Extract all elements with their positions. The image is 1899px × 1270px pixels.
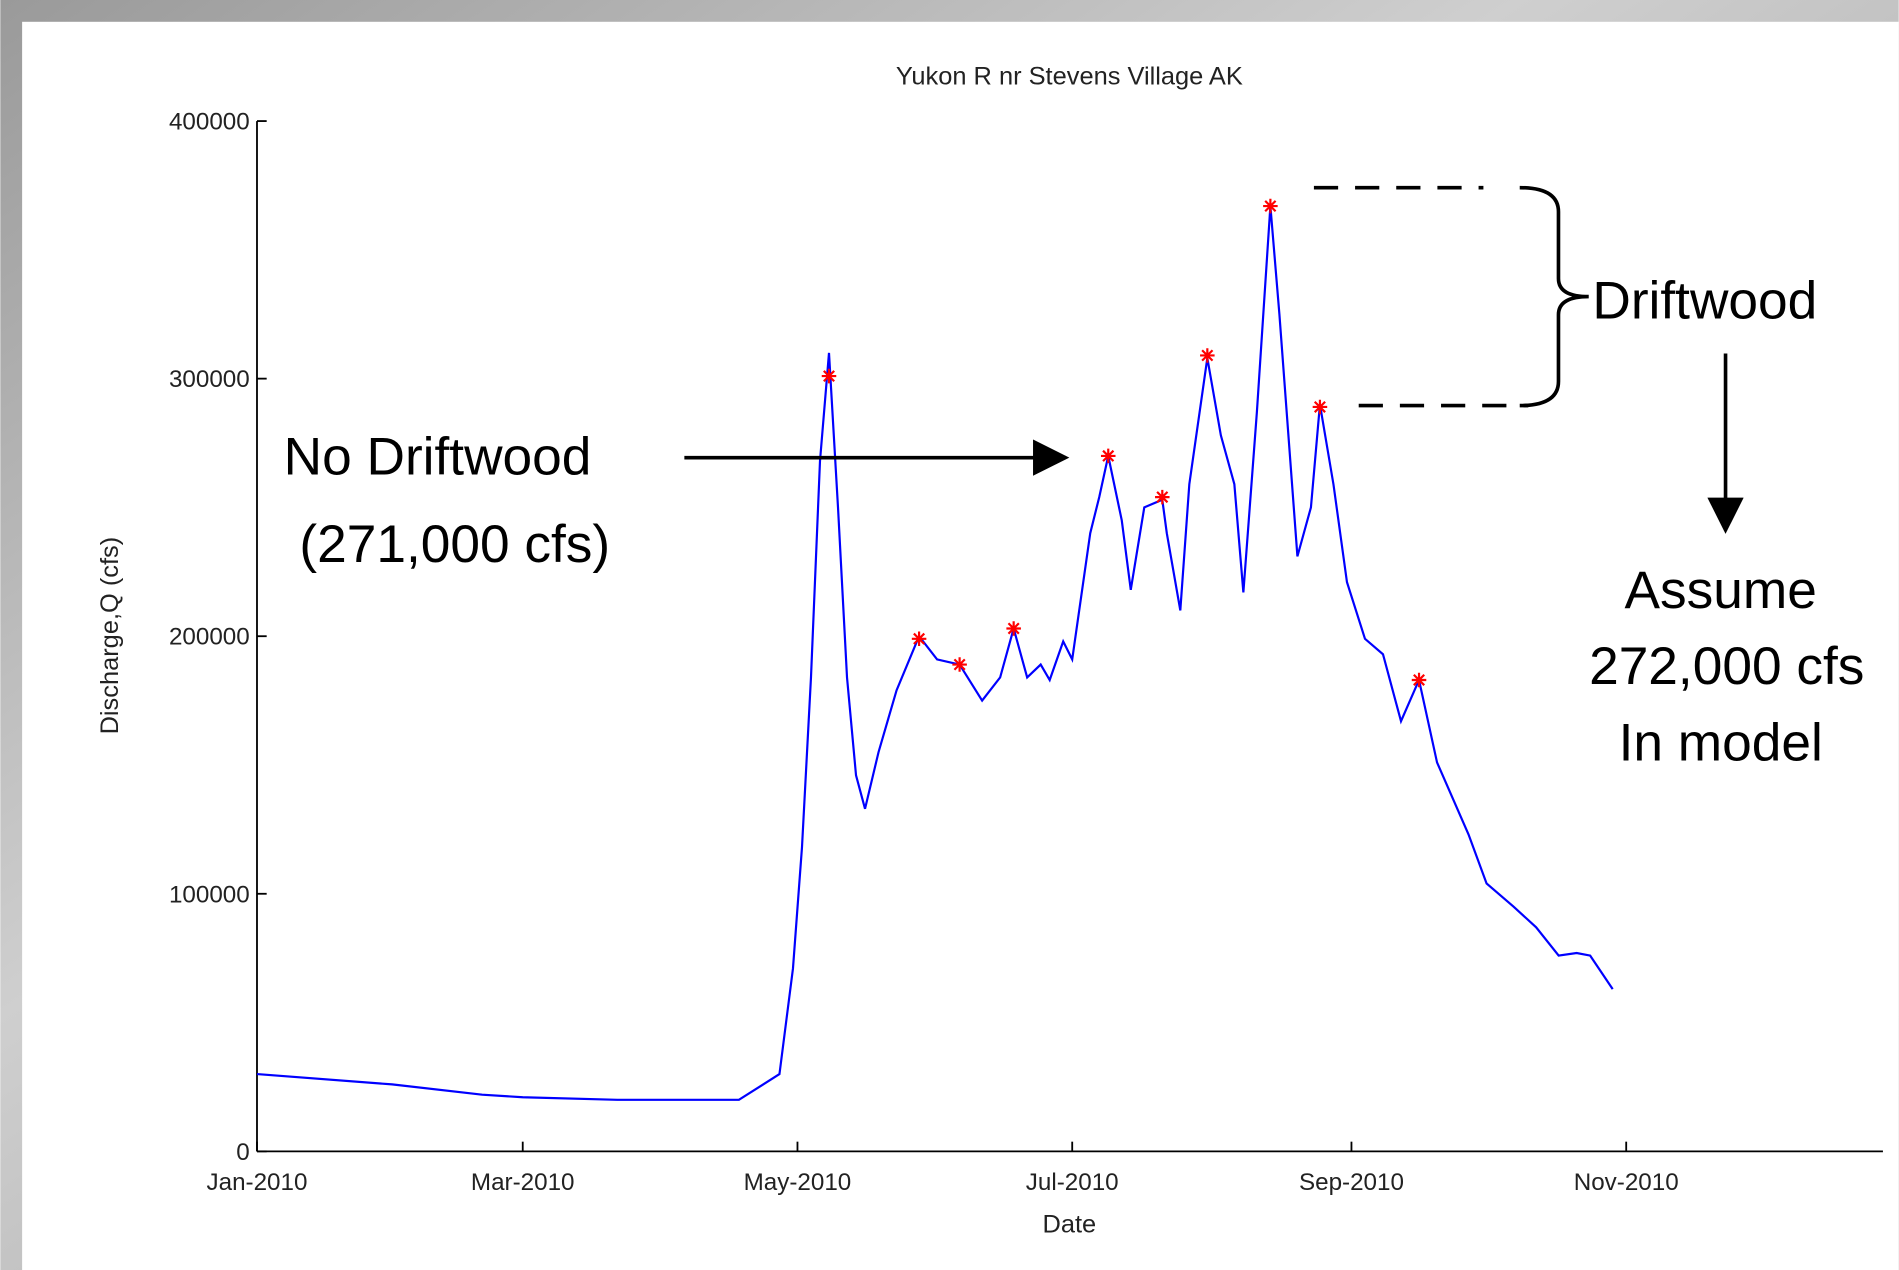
peak-marker <box>1412 673 1427 688</box>
x-axis-label: Date <box>1043 1210 1097 1238</box>
peak-marker <box>1200 348 1215 363</box>
peak-marker <box>952 657 967 672</box>
y-tick-label: 200000 <box>169 624 250 651</box>
peak-marker <box>1006 621 1021 636</box>
peak-marker <box>912 632 927 647</box>
annotation: 272,000 cfs <box>1589 637 1864 696</box>
y-axis-label: Discharge,Q (cfs) <box>96 537 124 735</box>
x-tick-label: May-2010 <box>744 1169 852 1196</box>
chart-title: Yukon R nr Stevens Village AK <box>896 63 1243 91</box>
peak-marker <box>1263 199 1278 214</box>
annotation: No Driftwood <box>284 428 592 487</box>
slide: Yukon R nr Stevens Village AK Date Disch… <box>0 0 1899 1270</box>
y-tick-label: 400000 <box>169 109 250 136</box>
peak-marker <box>1313 400 1328 415</box>
annotation: (271,000 cfs) <box>299 515 610 574</box>
x-tick-label: Sep-2010 <box>1299 1169 1404 1196</box>
x-tick-label: Jan-2010 <box>207 1169 308 1196</box>
y-tick-label: 100000 <box>169 881 250 908</box>
x-tick-label: Nov-2010 <box>1574 1169 1679 1196</box>
annotation: Assume <box>1625 561 1817 620</box>
y-tick-label: 300000 <box>169 366 250 393</box>
annotation: In model <box>1619 713 1823 772</box>
annotation: Driftwood <box>1592 271 1817 330</box>
peak-marker <box>1101 449 1116 464</box>
y-tick-label: 0 <box>236 1139 249 1166</box>
peak-marker <box>1155 490 1170 505</box>
x-tick-label: Mar-2010 <box>471 1169 575 1196</box>
x-tick-label: Jul-2010 <box>1026 1169 1119 1196</box>
peak-marker <box>822 369 837 384</box>
